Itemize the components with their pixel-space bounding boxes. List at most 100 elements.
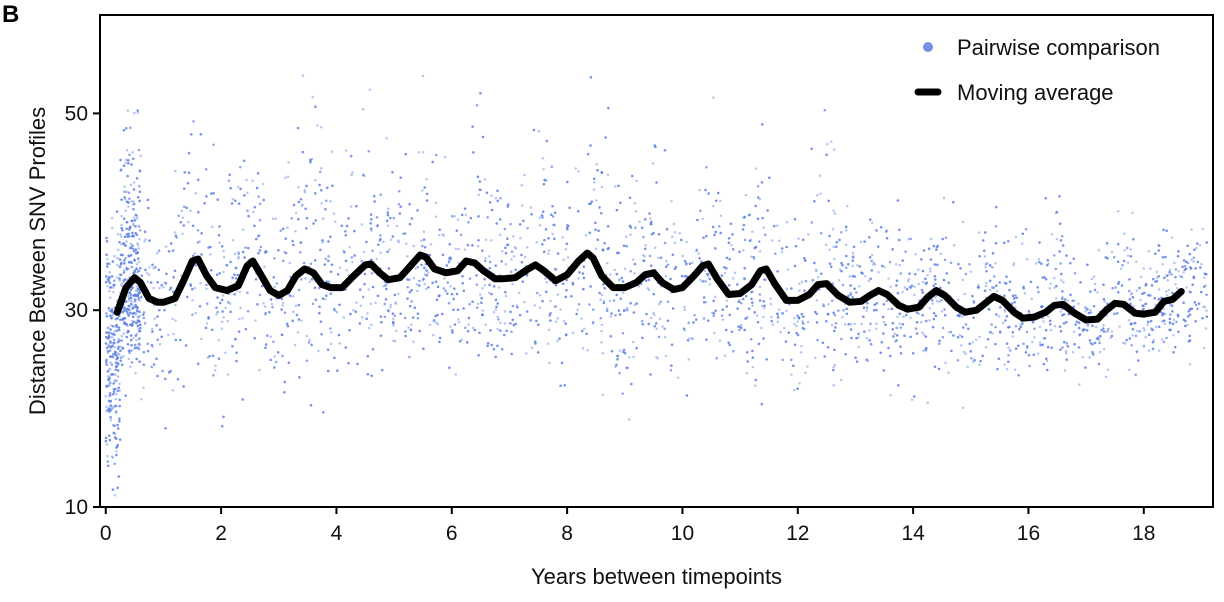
scatter-point [382,285,385,288]
scatter-point [421,150,425,154]
scatter-point [481,286,484,290]
scatter-point [302,261,306,265]
scatter-point [1135,350,1139,354]
scatter-point [875,229,878,232]
scatter-point [758,299,762,302]
scatter-point [128,225,132,229]
scatter-point [345,269,348,272]
scatter-point [268,310,271,314]
scatter-point [204,326,208,330]
scatter-point [997,357,1001,361]
scatter-point [516,306,519,309]
scatter-point [297,288,301,292]
scatter-point [1201,317,1204,320]
scatter-point [329,199,332,203]
scatter-point [523,173,526,177]
scatter-point [497,318,500,321]
scatter-point [815,269,818,273]
scatter-point [840,337,843,341]
scatter-point [1174,282,1177,286]
scatter-point [682,327,686,331]
scatter-point [129,334,133,337]
scatter-point [826,313,830,316]
scatter-point [135,267,138,271]
scatter-point [231,239,235,242]
scatter-point [442,234,445,237]
scatter-point [655,356,658,359]
scatter-point [294,304,298,308]
scatter-point [207,315,210,319]
scatter-point [120,214,123,218]
scatter-point [664,354,668,358]
scatter-point [468,277,472,280]
scatter-point [303,189,306,192]
scatter-point [122,317,126,320]
scatter-point [623,267,627,271]
scatter-point [135,267,138,271]
scatter-point [446,281,449,285]
scatter-point [164,245,168,248]
scatter-point [1146,320,1150,324]
scatter-point [1121,264,1124,267]
scatter-point [594,247,598,251]
scatter-point [380,368,384,372]
scatter-point [896,199,900,202]
scatter-point [840,230,843,234]
scatter-point [815,321,819,324]
scatter-point [621,332,625,335]
scatter-point [615,272,619,276]
scatter-point [1127,289,1131,293]
scatter-point [353,229,356,233]
scatter-point [327,255,330,258]
scatter-point [142,386,145,389]
scatter-point [245,178,248,182]
scatter-point [410,217,414,220]
scatter-point [106,460,110,463]
scatter-point [984,284,988,288]
scatter-point [438,233,441,237]
scatter-point [133,202,136,206]
scatter-point [136,315,140,319]
scatter-point [386,207,390,211]
scatter-point [235,359,238,363]
scatter-point [683,329,686,332]
scatter-point [143,322,147,325]
scatter-point [138,342,141,346]
scatter-point [130,246,133,250]
scatter-point [865,306,869,309]
scatter-point [329,292,333,296]
scatter-point [1045,368,1049,372]
scatter-point [818,174,822,178]
scatter-point [1135,260,1138,263]
scatter-point [743,238,747,242]
scatter-point [110,335,114,339]
scatter-point [837,309,840,312]
scatter-point [127,357,131,361]
scatter-point [488,283,491,286]
scatter-point [832,245,835,249]
scatter-point [592,177,596,181]
scatter-point [520,183,524,187]
scatter-point [795,324,798,328]
scatter-point [456,218,460,221]
scatter-point [164,377,167,381]
scatter-point [785,287,789,291]
scatter-point [218,241,221,244]
scatter-point [113,424,116,427]
scatter-point [338,342,341,345]
scatter-point [648,254,652,258]
scatter-point [1155,270,1159,274]
scatter-point [118,353,121,356]
scatter-point [676,376,680,379]
scatter-point [138,199,141,203]
scatter-point [544,277,547,280]
scatter-point [456,308,460,311]
scatter-point [1144,302,1147,306]
scatter-point [691,261,694,265]
scatter-point [872,309,876,312]
scatter-point [1116,209,1120,213]
scatter-point [687,358,691,361]
scatter-point [1071,299,1074,303]
scatter-point [1012,262,1016,265]
